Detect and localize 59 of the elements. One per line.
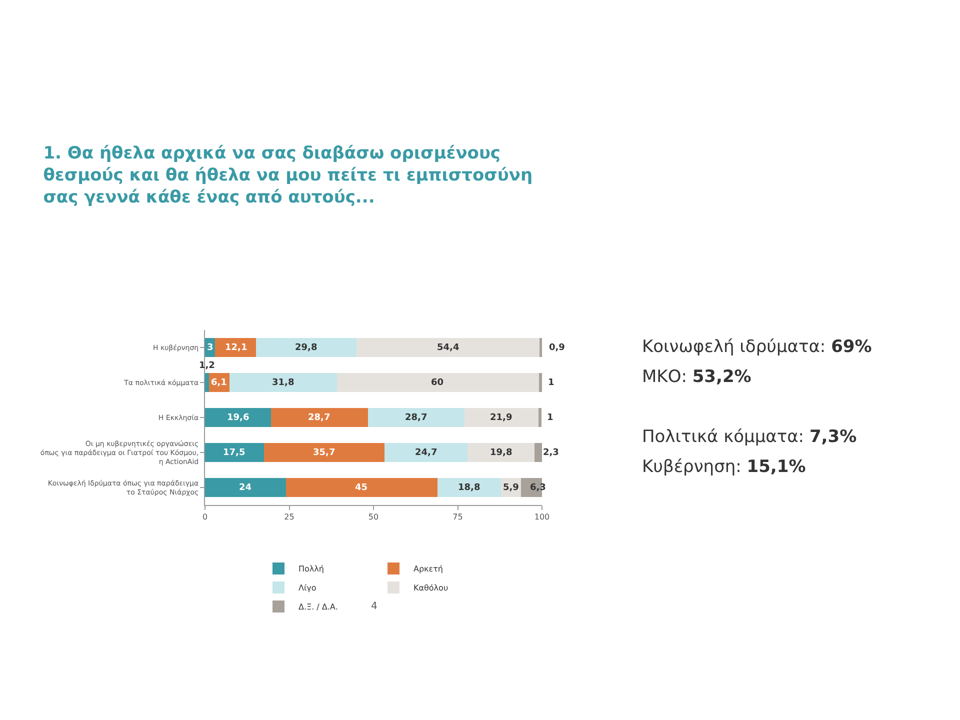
x-tick-label: 100 [534, 512, 550, 522]
legend-label: Δ.Ξ. / Δ.Α. [298, 602, 338, 612]
bar [438, 478, 501, 498]
bar [336, 372, 539, 392]
bar [464, 408, 538, 428]
data-label: 28,7 [405, 413, 428, 423]
data-label: 17,5 [223, 448, 246, 458]
data-label: 35,7 [313, 448, 336, 458]
data-label: 5,9 [503, 483, 519, 493]
bar [205, 408, 272, 428]
legend-label: Πολλή [298, 564, 324, 574]
bar [286, 478, 438, 498]
data-label: 28,7 [308, 413, 330, 423]
data-label: 24,7 [415, 448, 438, 458]
data-label: 54,4 [437, 343, 460, 353]
data-label: 0,9 [549, 343, 565, 353]
bar [271, 408, 368, 428]
data-label: 29,8 [295, 343, 318, 353]
bar [256, 338, 356, 358]
bar [356, 338, 540, 358]
data-label: 1 [547, 413, 554, 423]
legend-label: Λίγο [298, 584, 316, 593]
data-label: 24 [239, 483, 252, 493]
bar [384, 442, 468, 462]
x-tick-label: 50 [368, 512, 379, 522]
data-label: 3 [207, 343, 214, 353]
bar [205, 372, 210, 392]
data-label: 60 [431, 378, 444, 388]
bar [264, 442, 384, 462]
data-label: 31,8 [272, 378, 294, 388]
data-label: 21,9 [490, 413, 512, 423]
x-tick-label: 75 [452, 512, 463, 522]
bar [368, 408, 464, 428]
bar [534, 442, 542, 462]
text: Κοινωφελή ιδρύματα: 69% [642, 337, 872, 357]
data-label: 2,3 [543, 448, 559, 458]
data-label: 12,1 [225, 343, 248, 353]
legend-label: Αρκετή [414, 564, 443, 574]
data-label: 6,1 [211, 378, 227, 388]
data-label: 1 [548, 378, 554, 388]
bar [230, 372, 337, 392]
x-tick-label: 25 [284, 512, 294, 522]
data-label: 1,2 [199, 361, 215, 371]
text: 4 [371, 601, 378, 612]
legend-label: Καθόλου [414, 584, 448, 593]
bar [538, 372, 542, 392]
x-tick-label: 0 [202, 512, 208, 522]
text: Πολιτικά κόμματα: 7,3% [642, 427, 857, 447]
text: ΜΚΟ: 53,2% [642, 367, 752, 387]
bar [205, 442, 264, 462]
bar [215, 338, 256, 358]
data-label: 45 [355, 483, 368, 493]
data-label: 19,8 [490, 448, 512, 458]
text: Κυβέρνηση: 15,1% [642, 457, 806, 477]
data-label: 19,6 [227, 413, 250, 423]
data-label: 18,8 [458, 483, 480, 493]
bar [205, 478, 286, 498]
bar [468, 442, 534, 462]
chart-title: 1. Θα ήθελα αρχικά να σας διαβάσω ορισμένους θεσμούς και θα ήθελα να μου πείτε τι εμπιστοσύνη σας γεννά κάθε ένας από αυτούς... [43, 143, 533, 208]
